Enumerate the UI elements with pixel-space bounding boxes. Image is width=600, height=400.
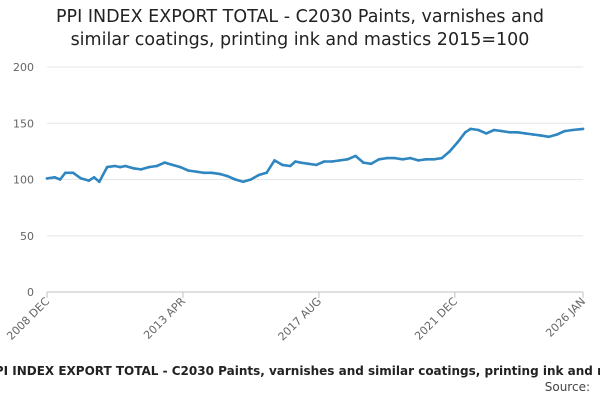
data-point bbox=[563, 129, 566, 133]
data-point bbox=[354, 154, 357, 158]
data-point bbox=[532, 133, 535, 136]
data-point bbox=[45, 177, 49, 180]
data-point bbox=[571, 128, 574, 132]
data-point bbox=[288, 164, 292, 168]
data-point bbox=[58, 178, 62, 181]
data-point bbox=[393, 156, 397, 160]
data-point bbox=[210, 171, 213, 175]
data-point bbox=[234, 178, 237, 181]
data-point bbox=[547, 135, 551, 139]
data-point bbox=[194, 170, 198, 173]
data-point bbox=[241, 180, 245, 184]
source-label: Source: bbox=[544, 380, 590, 394]
data-point bbox=[469, 127, 472, 131]
data-point bbox=[299, 161, 302, 164]
chart-caption: PPI INDEX EXPORT TOTAL - C2030 Paints, v… bbox=[0, 364, 600, 382]
data-point bbox=[79, 177, 83, 180]
data-point bbox=[53, 176, 57, 179]
data-point bbox=[409, 156, 412, 160]
data-point bbox=[186, 169, 190, 172]
x-tick-label: 2026 JAN bbox=[543, 295, 588, 340]
data-point bbox=[369, 162, 373, 166]
y-tick-label: 0 bbox=[27, 286, 34, 299]
data-point bbox=[424, 158, 428, 161]
data-point bbox=[500, 129, 504, 133]
data-point bbox=[132, 167, 135, 170]
data-point bbox=[581, 127, 585, 131]
data-point bbox=[315, 163, 318, 167]
data-point bbox=[516, 131, 519, 134]
data-point bbox=[330, 160, 334, 163]
data-point bbox=[485, 132, 488, 135]
y-tick-label: 200 bbox=[13, 61, 34, 74]
data-point bbox=[202, 171, 206, 175]
chart-title: PPI INDEX EXPORT TOTAL - C2030 Paints, v… bbox=[0, 6, 600, 52]
data-point bbox=[322, 160, 326, 163]
data-point bbox=[98, 180, 101, 184]
data-point bbox=[249, 178, 253, 181]
data-point bbox=[524, 132, 527, 135]
data-point bbox=[226, 174, 229, 178]
data-point bbox=[71, 171, 75, 175]
data-point bbox=[432, 158, 436, 161]
chart-title-line-2: similar coatings, printing ink and masti… bbox=[70, 30, 530, 50]
data-point bbox=[417, 159, 420, 162]
data-point bbox=[456, 141, 459, 144]
data-point bbox=[440, 156, 444, 160]
data-point bbox=[464, 131, 467, 134]
data-point bbox=[448, 150, 452, 153]
data-point bbox=[385, 156, 389, 160]
y-tick-label: 50 bbox=[20, 230, 34, 243]
data-point bbox=[508, 131, 512, 134]
data-point bbox=[113, 164, 117, 168]
x-tick-label: 2017 AUG bbox=[276, 295, 325, 344]
data-point bbox=[64, 171, 67, 175]
data-point bbox=[281, 163, 284, 167]
x-tick-label: 2021 DEC bbox=[412, 295, 460, 343]
y-tick-label: 100 bbox=[13, 174, 34, 187]
data-point bbox=[139, 168, 143, 171]
data-point bbox=[346, 158, 350, 161]
series-line bbox=[45, 127, 585, 184]
data-point bbox=[294, 160, 297, 163]
data-point bbox=[401, 158, 404, 161]
data-point bbox=[273, 159, 276, 162]
data-point bbox=[105, 165, 109, 169]
data-point bbox=[163, 161, 166, 164]
chart-caption-text: PPI INDEX EXPORT TOTAL - C2030 Paints, v… bbox=[0, 364, 600, 378]
data-point bbox=[477, 128, 480, 132]
data-point bbox=[171, 163, 174, 167]
y-tick-label: 150 bbox=[13, 117, 34, 130]
data-point bbox=[155, 164, 159, 168]
data-point bbox=[257, 173, 261, 177]
data-point bbox=[362, 161, 365, 164]
data-point bbox=[338, 159, 342, 162]
x-tick-label: 2008 DEC bbox=[4, 295, 52, 343]
data-point bbox=[265, 171, 268, 175]
x-tick-label: 2013 APR bbox=[141, 295, 188, 342]
data-point bbox=[307, 162, 310, 166]
data-point bbox=[92, 176, 96, 179]
data-point bbox=[87, 179, 91, 182]
data-point bbox=[218, 172, 221, 176]
data-point bbox=[147, 165, 151, 169]
data-point bbox=[179, 165, 182, 169]
chart-title-line-1: PPI INDEX EXPORT TOTAL - C2030 Paints, v… bbox=[55, 7, 544, 27]
data-point bbox=[539, 134, 543, 137]
data-point bbox=[124, 164, 127, 168]
data-point bbox=[377, 158, 381, 161]
data-point bbox=[492, 128, 496, 132]
data-point bbox=[555, 133, 559, 136]
data-point bbox=[118, 165, 122, 169]
